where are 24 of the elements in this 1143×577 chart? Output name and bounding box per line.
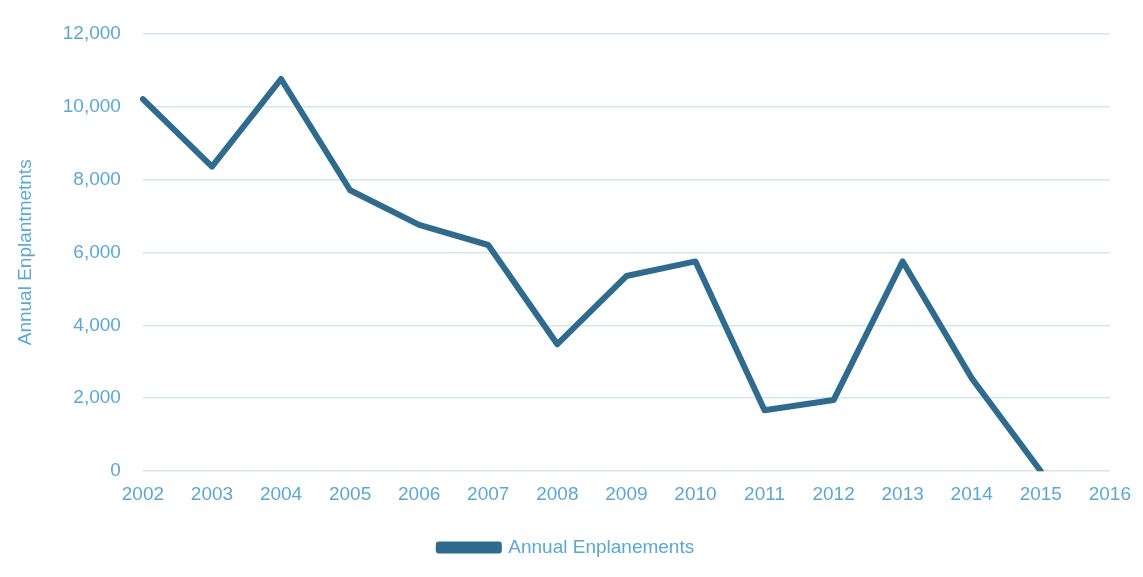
x-tick-label: 2008 bbox=[536, 482, 579, 504]
x-tick-label: 2015 bbox=[1019, 482, 1062, 504]
y-tick-label: 12,000 bbox=[62, 21, 121, 43]
y-tick-label: 4,000 bbox=[73, 313, 121, 335]
y-tick-label: 10,000 bbox=[62, 94, 121, 116]
y-tick-label: 6,000 bbox=[73, 240, 121, 262]
x-tick-label: 2005 bbox=[328, 482, 372, 504]
x-tick-label: 2016 bbox=[1088, 482, 1132, 504]
x-tick-label: 2012 bbox=[812, 482, 855, 504]
x-tick-label: 2010 bbox=[674, 482, 717, 504]
x-tick-label: 2013 bbox=[881, 482, 924, 504]
y-axis-title: Annual Enplantmetnts bbox=[13, 159, 35, 346]
x-tick-label: 2009 bbox=[605, 482, 648, 504]
y-tick-label: 8,000 bbox=[73, 167, 121, 189]
x-tick-label: 2004 bbox=[259, 482, 303, 504]
x-tick-label: 2014 bbox=[950, 482, 994, 504]
legend-label: Annual Enplanements bbox=[508, 535, 695, 557]
x-tick-label: 2011 bbox=[744, 482, 785, 504]
x-tick-label: 2006 bbox=[398, 482, 441, 504]
x-tick-label: 2002 bbox=[121, 482, 165, 504]
y-tick-label: 0 bbox=[110, 459, 121, 481]
x-tick-label: 2003 bbox=[190, 482, 234, 504]
y-tick-label: 2,000 bbox=[73, 386, 121, 408]
x-tick-label: 2007 bbox=[467, 482, 510, 504]
